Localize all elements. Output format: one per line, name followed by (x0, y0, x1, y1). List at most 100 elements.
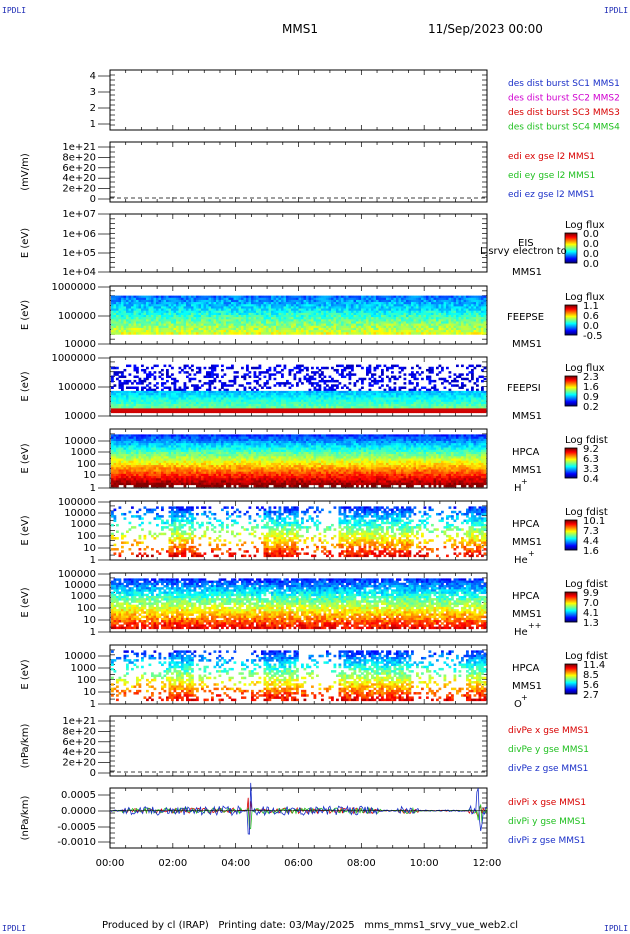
spectrogram-cell (123, 410, 127, 414)
spectrogram-cell (258, 299, 262, 303)
spectrogram-cell (343, 310, 347, 314)
spectrogram-cell (311, 399, 314, 403)
spectrogram-cell (208, 310, 212, 314)
spectrogram-cell (118, 297, 122, 301)
spectrogram-cell (323, 312, 327, 316)
spectrogram-cell (193, 323, 197, 327)
spectrogram-cell (468, 310, 472, 314)
spectrogram-cell (298, 395, 302, 398)
spectrogram-cell (436, 295, 439, 299)
spectrogram-cell (258, 366, 262, 370)
colorbar-cell (565, 261, 577, 263)
spectrogram-cell (438, 330, 442, 333)
spectrogram-cell (233, 317, 237, 320)
spectrogram-cell (158, 297, 162, 301)
spectrogram-cell (198, 299, 202, 303)
spectrogram-cell (283, 302, 287, 305)
spectrogram-cell (246, 395, 249, 398)
spectrogram-cell (158, 295, 162, 299)
spectrogram-cell (236, 388, 239, 392)
spectrogram-cell (378, 304, 382, 307)
spectrogram-cell (323, 399, 327, 403)
spectrogram-cell (268, 393, 272, 396)
spectrogram-cell (361, 379, 364, 383)
spectrogram-cell (163, 404, 167, 407)
spectrogram-cell (333, 295, 337, 299)
spectrogram-cell (468, 321, 472, 324)
spectrogram-cell (148, 308, 152, 311)
spectrogram-cell (123, 312, 127, 316)
spectrogram-cell (448, 295, 452, 299)
spectrogram-cell (388, 390, 392, 394)
spectrogram-cell (171, 325, 174, 329)
spectrogram-cell (281, 382, 284, 385)
spectrogram-cell (268, 299, 272, 303)
spectrogram-cell (116, 366, 119, 370)
spectrogram-cell (301, 325, 304, 329)
spectrogram-cell (391, 366, 394, 370)
spectrogram-cell (188, 393, 192, 396)
spectrogram-cell (243, 330, 247, 333)
spectrogram-cell (208, 410, 212, 414)
spectrogram-cell (318, 393, 322, 396)
spectrogram-cell (266, 295, 269, 299)
spectrogram-cell (353, 325, 357, 329)
spectrogram-cell (173, 325, 177, 329)
spectrogram-cell (286, 308, 289, 311)
spectrogram-cell (201, 310, 204, 314)
spectrogram-cell (113, 373, 117, 376)
spectrogram-cell (311, 308, 314, 311)
spectrogram-cell (156, 306, 159, 309)
spectrogram-cell (373, 308, 377, 311)
spectrogram-cell (173, 379, 177, 383)
spectrogram-cell (326, 308, 329, 311)
spectrogram-cell (218, 399, 222, 403)
spectrogram-cell (188, 330, 192, 333)
spectrogram-cell (116, 317, 119, 320)
spectrogram-cell (466, 319, 469, 322)
spectrogram-cell (171, 302, 174, 305)
spectrogram-cell (126, 406, 129, 409)
colorbar-cell (565, 235, 577, 237)
spectrogram-cell (156, 295, 159, 299)
spectrogram-cell (273, 297, 277, 301)
spectrogram-cell (261, 325, 264, 329)
spectrogram-cell (366, 297, 369, 301)
spectrogram-cell (393, 364, 397, 368)
spectrogram-cell (213, 299, 217, 303)
spectrogram-cell (143, 408, 147, 411)
spectrogram-cell (373, 401, 377, 405)
spectrogram-cell (223, 312, 227, 316)
spectrogram-cell (373, 306, 377, 309)
spectrogram-cell (421, 323, 424, 327)
spectrogram-cell (396, 395, 399, 398)
spectrogram-cell (253, 410, 257, 414)
colorbar-frame (564, 232, 578, 264)
colorbar-cell (565, 234, 577, 236)
spectrogram-cell (421, 304, 424, 307)
spectrogram-cell (341, 306, 344, 309)
spectrogram-cell (356, 297, 359, 301)
colorbar-cell (565, 308, 577, 310)
spectrogram-cell (118, 401, 122, 405)
spectrogram-cell (218, 327, 222, 331)
spectrogram-cell (133, 310, 137, 314)
spectrogram-cell (148, 332, 152, 335)
spectrogram-cell (153, 304, 157, 307)
spectrogram-cell (208, 399, 212, 403)
spectrogram-cell (341, 393, 344, 396)
spectrogram-cell (388, 323, 392, 327)
spectrogram-cell (401, 295, 404, 299)
spectrogram-cell (166, 399, 169, 403)
spectrogram-cell (128, 364, 132, 368)
spectrogram-cell (346, 302, 349, 305)
spectrogram-cell (291, 310, 294, 314)
spectrogram-cell (143, 399, 147, 403)
spectrogram-cell (351, 401, 354, 405)
spectrogram-cell (121, 308, 124, 311)
spectrogram-cell (296, 395, 299, 398)
spectrogram-cell (126, 323, 129, 327)
spectrogram-cell (216, 295, 219, 299)
spectrogram-cell (121, 330, 124, 333)
spectrogram-cell (163, 302, 167, 305)
